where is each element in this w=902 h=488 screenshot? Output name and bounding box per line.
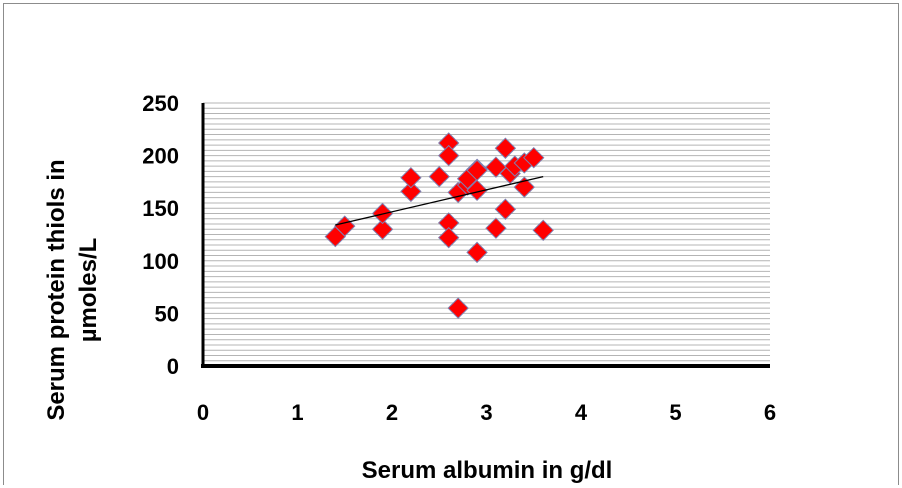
y-tick-label: 100 (142, 249, 179, 274)
x-tick-label: 6 (764, 400, 776, 425)
y-tick-label: 50 (155, 301, 179, 326)
data-point (523, 146, 545, 169)
x-tick-label: 0 (197, 400, 209, 425)
data-point (532, 219, 554, 241)
y-axis-title-line-2: µmoles/L (75, 238, 102, 343)
data-point (428, 165, 450, 188)
data-point (437, 144, 460, 167)
data-point (466, 241, 488, 264)
y-axis-title-line-1: Serum protein thiols in (43, 159, 70, 420)
data-point (466, 179, 488, 202)
data-point (400, 180, 422, 203)
data-point (466, 159, 488, 182)
x-tick-label: 3 (480, 400, 492, 425)
x-tick-label: 4 (575, 400, 588, 425)
data-point (400, 166, 422, 189)
y-tick-labels: 0 50 100 150 200 250 (142, 91, 179, 379)
axes (201, 103, 770, 368)
data-point (447, 297, 469, 319)
data-points (324, 132, 554, 319)
data-point (437, 226, 460, 249)
y-tick-label: 0 (167, 354, 179, 379)
y-tick-label: 200 (142, 144, 179, 169)
x-tick-labels: 0 1 2 3 4 5 6 (197, 400, 776, 425)
x-tick-label: 2 (386, 400, 398, 425)
x-tick-label: 5 (669, 400, 681, 425)
y-tick-label: 250 (142, 91, 179, 116)
trendline (335, 176, 544, 226)
x-tick-label: 1 (291, 400, 303, 425)
y-tick-label: 150 (142, 196, 179, 221)
data-point (371, 218, 394, 240)
data-point (485, 217, 507, 239)
data-point (513, 176, 536, 198)
x-axis-title: Serum albumin in g/dl (362, 457, 613, 484)
data-point (494, 137, 517, 159)
grid-lines (203, 102, 770, 362)
data-point (494, 198, 517, 220)
